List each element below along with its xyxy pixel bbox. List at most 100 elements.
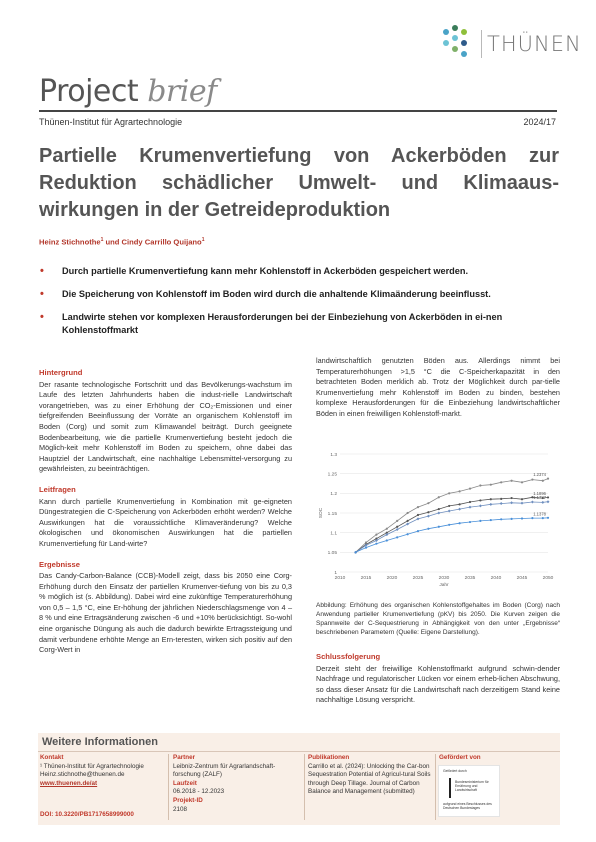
data-point (437, 507, 440, 511)
data-point (520, 498, 524, 501)
data-point (437, 496, 440, 499)
contact-heading: Kontakt (40, 754, 64, 761)
data-point (354, 551, 357, 554)
bullet-icon: • (40, 265, 44, 277)
doi[interactable]: DOI: 10.3220/PB1717658999000 (40, 811, 134, 818)
y-tick-label: 1.3 (330, 452, 337, 458)
headline: Partielle Krumenvertiefung von Ackerböde… (39, 145, 559, 221)
right-column-bottom: Schlussfolgerung Derzeit steht der freiw… (316, 652, 560, 706)
data-point (385, 539, 388, 542)
data-point (541, 496, 544, 500)
x-tick-label: 2010 (335, 575, 346, 581)
data-point (458, 503, 461, 506)
key-point: • Landwirte stehen vor komplexen Herausfo… (40, 311, 560, 337)
data-point (406, 511, 409, 515)
figure-caption: Abbildung: Erhöhung des organischen Kohl… (316, 602, 560, 636)
data-point (500, 518, 503, 521)
title-rule (39, 110, 557, 112)
data-point (510, 517, 513, 520)
x-tick-label: 2030 (439, 575, 450, 581)
x-tick-label: 2035 (465, 575, 476, 581)
section-heading-ergebnisse: Ergebnisse (39, 559, 80, 569)
data-point (416, 513, 420, 517)
x-tick-label: 2025 (413, 575, 424, 581)
title-italic: brief (147, 74, 217, 109)
data-point (489, 483, 492, 486)
publications-heading: Publikationen (308, 754, 350, 761)
left-column: Hintergrund Der rasante technologische F… (39, 368, 292, 666)
data-point (530, 500, 534, 504)
bmel-flag-icon (449, 778, 451, 798)
x-axis-label: Jahr (439, 582, 449, 588)
data-point (416, 529, 420, 533)
data-point (416, 517, 420, 521)
data-point (427, 511, 430, 514)
data-point (448, 504, 451, 508)
data-point (541, 479, 544, 482)
data-point (520, 517, 524, 520)
data-point (468, 500, 472, 504)
data-point (396, 536, 399, 539)
data-point (489, 518, 492, 522)
bullet-icon: • (40, 288, 44, 300)
soc-line-chart: 1 1.05 1.1 1.15 1.2 1.25 1.3 2010 2015 2020 2025 20… (318, 452, 554, 588)
funder-column: Gefördert von (439, 754, 557, 763)
data-point (510, 479, 513, 482)
partner-text: Leibniz-Zentrum für Agrarlandschaft-fors… (173, 762, 276, 779)
data-point (374, 539, 378, 543)
section-text-hintergrund: Der rasante technologische Fortschritt u… (39, 379, 292, 474)
right-column-top: landwirtschaftlich genutzten Böden aus. … (316, 356, 560, 420)
project-brief-title: Project brief (39, 74, 217, 109)
partner-heading: Partner (173, 754, 196, 761)
funder-small-label: Gefördert durch (443, 769, 467, 773)
bmel-logo: Gefördert durch Bundesministerium für Er… (438, 765, 500, 817)
data-point (531, 517, 534, 520)
data-point (546, 496, 550, 499)
data-point (479, 499, 482, 502)
section-text-leitfragen: Kann durch partielle Krumenvertiefung in… (39, 496, 292, 548)
funder-ministry: Bundesministerium für Ernährung und Land… (455, 780, 489, 792)
x-tick-label: 2015 (361, 575, 372, 581)
data-point (426, 514, 430, 518)
funder-note: aufgrund eines Beschlusses des Deutschen… (443, 802, 492, 810)
contact-column: Kontakt ¹ Thünen-Institut für Agrartechn… (40, 754, 165, 788)
data-label: 1.1378 (533, 511, 546, 516)
thuenen-logo: THÜNEN (440, 22, 581, 62)
author-1: Heinz Stichnothe (39, 237, 101, 247)
data-point (375, 533, 378, 536)
duration-heading: Laufzeit (173, 779, 197, 787)
further-info-box: Weitere Informationen Kontakt ¹ Thünen-I… (38, 733, 560, 825)
series-line (355, 517, 549, 553)
data-point (541, 500, 545, 504)
data-point (385, 533, 389, 537)
funder-heading: Gefördert von (439, 754, 481, 761)
y-tick-label: 1 (334, 570, 337, 576)
key-points: • Durch partielle Krumenvertiefung kann m… (40, 265, 560, 347)
data-point (531, 496, 534, 499)
data-point (541, 517, 544, 520)
contact-website-link[interactable]: www.thuenen.de/at (40, 779, 98, 787)
data-point (468, 487, 472, 490)
data-point (395, 528, 399, 532)
publications-column: Publikationen Carrillo et al. (2024): Un… (308, 754, 432, 797)
y-tick-label: 1.2 (330, 491, 337, 497)
section-text-ergebnisse: Das Candy-Carbon-Balance (CCB)-Modell ze… (39, 571, 292, 655)
series-line (355, 496, 549, 553)
section-heading-schluss: Schlussfolgerung (316, 652, 381, 661)
data-point (489, 502, 493, 506)
data-label: 1.2374 (533, 472, 546, 477)
data-point (520, 501, 524, 505)
contact-institute: ¹ Thünen-Institut für Agrartechnologie (40, 762, 144, 770)
key-point-text: Landwirte stehen vor komplexen Herausfor… (62, 312, 503, 335)
section-text-continued: landwirtschaftlich genutzten Böden aus. … (316, 356, 560, 418)
data-point (375, 537, 378, 540)
data-point (385, 527, 388, 530)
key-point-text: Durch partielle Krumenvertiefung kann me… (62, 266, 469, 276)
data-point (458, 490, 461, 493)
data-point (448, 523, 451, 526)
x-tick-label: 2040 (491, 575, 502, 581)
data-point (546, 516, 550, 519)
series-line (355, 478, 549, 553)
logo-dots-icon (440, 22, 476, 62)
data-point (406, 533, 409, 536)
